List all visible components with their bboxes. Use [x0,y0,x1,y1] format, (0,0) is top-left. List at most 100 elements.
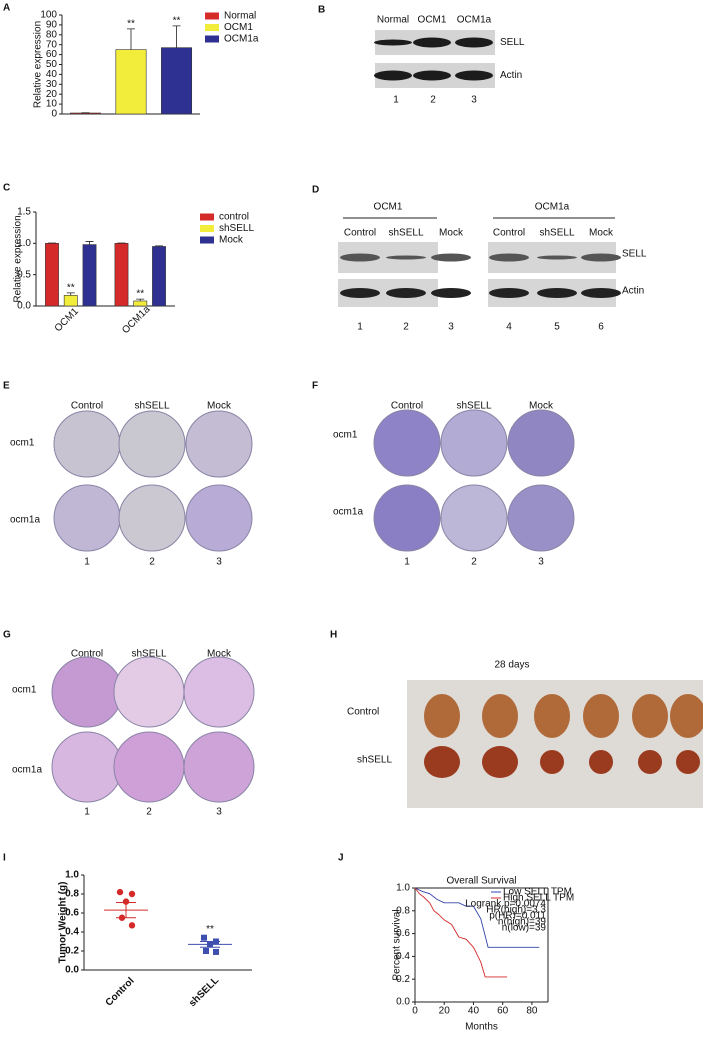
panel-letter: I [3,853,6,864]
significance: ** [136,289,144,300]
tumor [534,694,570,738]
plate-number: 3 [538,557,544,568]
legend-label: OCM1a [224,34,259,45]
point [203,948,209,954]
plate [53,484,121,552]
annotation: n(high)=39 [498,917,547,928]
error-bar [127,28,135,50]
lane-label: Mock [589,228,614,239]
lane-number: 6 [598,322,604,333]
plate [507,484,575,552]
lane-number: 2 [430,95,436,106]
y-tick-label: 0 [51,109,57,120]
plate [183,656,255,728]
legend-label: OCM1 [224,22,253,33]
column-label: Mock [529,401,554,412]
band [340,253,380,262]
plate-number: 1 [84,807,90,818]
plate [185,410,253,478]
survival-line [414,887,540,948]
plate [118,410,186,478]
column-label: shSELL [456,401,491,412]
lane-label: Mock [439,228,464,239]
y-tick-label: 20 [46,89,58,100]
panel-letter: G [3,630,11,641]
plate [51,656,123,728]
y-tick-label: 0.2 [65,946,79,957]
column-label: Mock [207,649,232,660]
y-tick-label: 40 [46,69,58,80]
y-tick-label: 10 [46,99,58,110]
lane-label: Normal [377,15,409,26]
y-tick-label: 60 [46,49,58,60]
plate [373,409,441,477]
bar [161,47,193,115]
plate-number: 2 [146,807,152,818]
lane-label: OCM1 [418,15,447,26]
plate-number: 1 [84,557,90,568]
y-axis-label: Relative expression [33,21,44,108]
error-bar [85,241,94,245]
annotation: p(HR)=0.011 [489,911,546,922]
tumor [583,694,619,738]
x-tick-label: OCM1 [53,306,82,335]
bar [114,243,129,307]
plate [507,409,575,477]
y-tick-label: 0.0 [396,997,410,1008]
y-tick-label: 80 [46,29,58,40]
y-tick-label: 100 [40,10,57,21]
row-label: ocm1 [10,438,35,449]
lane-number: 4 [506,322,512,333]
band [431,253,471,262]
lane-label: shSELL [539,228,574,239]
panel-title: 28 days [494,660,529,671]
lane-label: Control [493,228,525,239]
y-tick-label: 70 [46,39,58,50]
x-tick-label: 60 [497,1006,509,1017]
sem-bar [116,902,136,919]
row-label: ocm1a [12,765,42,776]
significance: ** [173,16,181,27]
lane-label: OCM1a [457,15,492,26]
column-label: Control [71,401,103,412]
panel-letter: A [3,3,10,14]
tumor [482,746,518,778]
band [374,39,412,46]
tumor [632,694,668,738]
plate-number: 2 [471,557,477,568]
plate [51,731,123,803]
y-tick-label: 90 [46,20,58,31]
band [537,255,577,260]
y-tick-label: 0.4 [65,927,79,938]
band-label: Actin [622,286,644,297]
band [374,70,412,81]
band [489,253,529,262]
bar [45,243,59,307]
lane-number: 1 [393,95,399,106]
y-axis-label: Percent survival [392,909,403,980]
bar [152,246,166,307]
error-bar [136,298,145,301]
group-label: OCM1 [374,202,403,213]
y-tick-label: 0.2 [396,974,410,985]
plate [183,731,255,803]
panel-letter: D [312,185,319,196]
band [413,70,451,81]
legend-label: High SELL TPM [503,893,574,904]
band [340,288,380,298]
x-tick-label: 20 [439,1006,451,1017]
band [537,288,577,298]
annotation: Logrank p=0.0074 [465,899,546,910]
bar [115,49,147,115]
column-label: Control [391,401,423,412]
x-tick-label: shSELL [187,975,221,1009]
plate [53,410,121,478]
error-bar [66,292,75,296]
band [581,288,621,298]
tumor [482,694,518,738]
y-tick-label: 1.0 [17,238,31,249]
x-tick-label: 80 [526,1006,538,1017]
legend-swatch [205,24,219,31]
point [122,898,130,905]
band [413,37,451,48]
